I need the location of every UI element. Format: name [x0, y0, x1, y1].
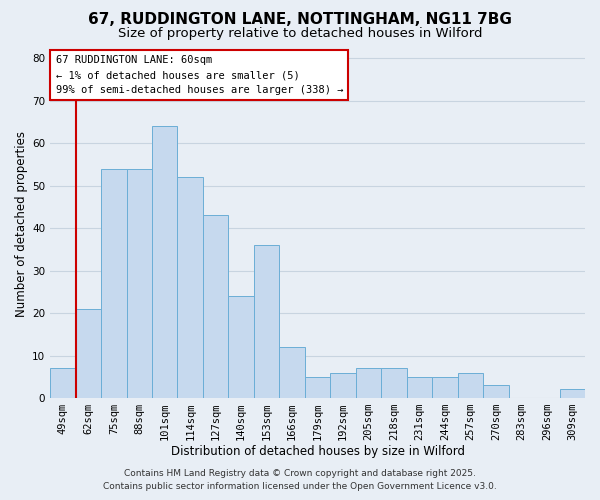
Bar	[76, 309, 101, 398]
Bar	[432, 377, 458, 398]
Bar	[203, 216, 229, 398]
Text: 67, RUDDINGTON LANE, NOTTINGHAM, NG11 7BG: 67, RUDDINGTON LANE, NOTTINGHAM, NG11 7B…	[88, 12, 512, 28]
Text: Contains HM Land Registry data © Crown copyright and database right 2025.
Contai: Contains HM Land Registry data © Crown c…	[103, 470, 497, 491]
Bar	[101, 169, 127, 398]
X-axis label: Distribution of detached houses by size in Wilford: Distribution of detached houses by size …	[170, 444, 464, 458]
Bar	[178, 178, 203, 398]
Bar	[381, 368, 407, 398]
Bar	[152, 126, 178, 398]
Bar	[305, 377, 331, 398]
Bar	[127, 169, 152, 398]
Bar	[407, 377, 432, 398]
Bar	[280, 347, 305, 398]
Text: Size of property relative to detached houses in Wilford: Size of property relative to detached ho…	[118, 28, 482, 40]
Bar	[229, 296, 254, 398]
Bar	[254, 245, 280, 398]
Bar	[50, 368, 76, 398]
Bar	[560, 390, 585, 398]
Bar	[458, 372, 483, 398]
Bar	[331, 372, 356, 398]
Text: 67 RUDDINGTON LANE: 60sqm
← 1% of detached houses are smaller (5)
99% of semi-de: 67 RUDDINGTON LANE: 60sqm ← 1% of detach…	[56, 55, 343, 95]
Bar	[483, 385, 509, 398]
Bar	[356, 368, 381, 398]
Y-axis label: Number of detached properties: Number of detached properties	[15, 131, 28, 317]
